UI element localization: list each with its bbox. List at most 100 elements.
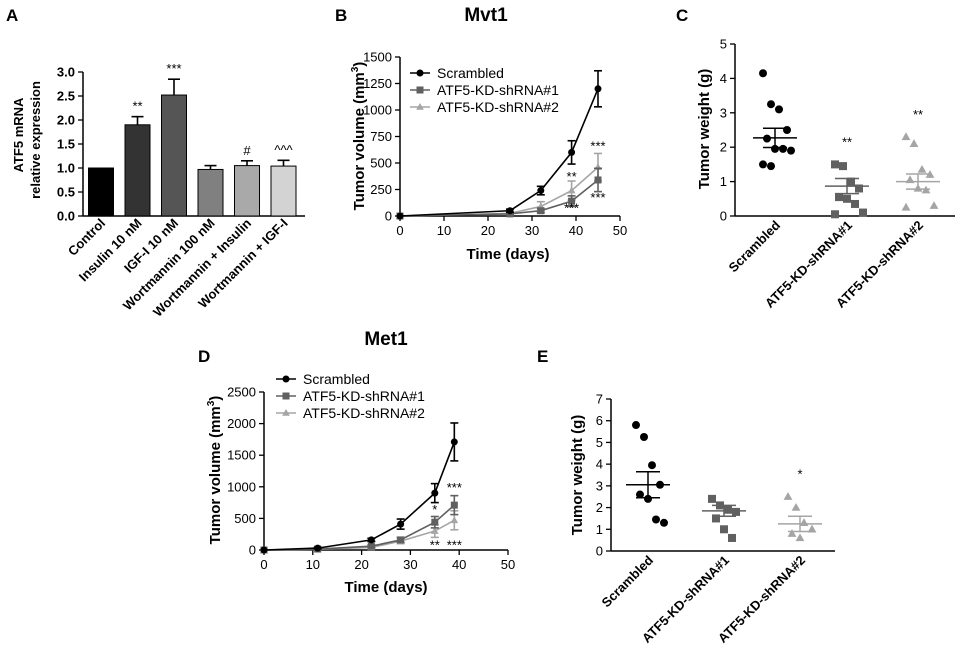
data-point xyxy=(640,433,648,441)
legend-marker xyxy=(282,375,290,383)
data-point xyxy=(859,208,867,217)
data-point xyxy=(568,148,576,156)
panel-a-ylabel-line2: relative expression xyxy=(28,81,43,199)
significance-label: *** xyxy=(564,200,579,215)
panel-c-ylabel: Tumor weight (g) xyxy=(696,69,713,190)
significance-label: # xyxy=(243,143,251,158)
panel-d-ylabel-end: ) xyxy=(207,396,224,401)
series-line xyxy=(263,441,456,551)
y-tick-label: 1.5 xyxy=(57,137,75,152)
data-point xyxy=(660,518,668,527)
panel-b-annotations: *********** xyxy=(564,138,606,215)
y-tick-label: 500 xyxy=(370,156,392,171)
data-point xyxy=(450,501,458,509)
data-point xyxy=(795,533,805,542)
bar xyxy=(88,167,114,217)
bar xyxy=(270,165,297,217)
data-point xyxy=(843,194,851,203)
y-tick-label: 1000 xyxy=(363,103,392,118)
panel-b-ticks: 0 250 500 750 1000 1250 1500 0 10 20 30 40 50 xyxy=(363,50,627,239)
panel-e-letter: E xyxy=(537,347,548,366)
data-point xyxy=(648,461,656,470)
y-tick-label: 2 xyxy=(596,500,603,515)
data-point xyxy=(397,520,405,528)
data-point xyxy=(831,210,839,219)
panel-b-series xyxy=(396,69,602,220)
y-tick-label: 1500 xyxy=(227,448,256,463)
panel-b-xlabel: Time (days) xyxy=(466,246,549,263)
legend-label: Scrambled xyxy=(303,371,370,387)
significance-label: *** xyxy=(447,480,462,495)
data-point xyxy=(929,201,939,209)
legend-marker xyxy=(282,392,290,400)
data-point xyxy=(839,162,847,171)
data-point xyxy=(568,197,576,205)
y-tick-label: 2 xyxy=(720,140,727,155)
panel-a-bar-chart: A ATF5 mRNA relative expression 0.0 0.5 1.… xyxy=(6,6,305,320)
panel-d-annotations: ****** *** xyxy=(430,480,462,553)
y-tick-label: 250 xyxy=(370,182,392,197)
panel-d-line-chart: D Met1 Tumor volume (mm3) 05001000150020… xyxy=(198,329,515,596)
data-point xyxy=(260,546,268,554)
legend-label: ATF5-KD-shRNA#2 xyxy=(437,99,559,115)
data-point xyxy=(831,160,839,169)
data-point xyxy=(779,144,787,153)
data-point xyxy=(847,177,855,186)
data-point xyxy=(644,494,652,503)
panel-d-ylabel: Tumor volume (mm3) xyxy=(206,396,224,545)
significance-label: *** xyxy=(590,190,605,205)
y-tick-label: 0.0 xyxy=(57,209,75,224)
panel-b-ylabel: Tumor volume (mm3) xyxy=(350,62,368,211)
panel-d-series xyxy=(260,422,459,554)
panel-c-points: ** ** xyxy=(753,69,940,219)
panel-b-line-chart: B Mvt1 Tumor volume (mm3) 02505007501000… xyxy=(335,5,627,263)
y-tick-label: 2000 xyxy=(227,416,256,431)
data-point xyxy=(450,438,458,446)
y-tick-label: 500 xyxy=(234,511,256,526)
data-point xyxy=(397,536,405,544)
y-tick-label: 2.0 xyxy=(57,113,75,128)
panel-b-title: Mvt1 xyxy=(464,5,508,26)
legend-marker xyxy=(416,69,424,77)
data-point xyxy=(775,105,783,114)
legend-label: ATF5-KD-shRNA#1 xyxy=(303,388,425,404)
category-label: ATF5-KD-shRNA#2 xyxy=(715,553,808,646)
panel-b-ylabel-end: ) xyxy=(351,62,368,67)
y-tick-label: 1 xyxy=(720,174,727,189)
data-point xyxy=(901,202,911,211)
data-point xyxy=(636,490,644,499)
panel-d-ticks: 0 500 1000 1500 2000 2500 0 10 20 30 40 50 xyxy=(227,385,515,573)
data-point xyxy=(767,100,775,109)
data-point xyxy=(851,199,859,208)
x-tick-label: 30 xyxy=(525,223,539,238)
data-point xyxy=(783,126,791,134)
significance-label: *** xyxy=(447,537,462,552)
y-tick-label: 1 xyxy=(596,522,603,537)
category-label: Scrambled xyxy=(599,552,657,610)
legend-marker xyxy=(416,102,424,110)
legend-label: ATF5-KD-shRNA#2 xyxy=(303,405,425,421)
data-point xyxy=(594,85,602,93)
data-point xyxy=(787,146,795,155)
significance-label: *** xyxy=(590,138,605,153)
data-point xyxy=(632,421,640,430)
data-point xyxy=(367,542,375,550)
data-point xyxy=(807,524,817,533)
panel-b-ylabel-text: Tumor volume (mm xyxy=(351,72,368,210)
data-point xyxy=(506,207,514,215)
legend-label: ATF5-KD-shRNA#1 xyxy=(437,82,559,98)
y-tick-label: 5 xyxy=(720,37,727,52)
x-tick-label: 20 xyxy=(481,223,495,238)
x-tick-label: 30 xyxy=(403,557,417,572)
y-tick-label: 3.0 xyxy=(57,65,75,80)
panel-d-xlabel: Time (days) xyxy=(344,579,427,596)
significance-label: * xyxy=(797,467,802,482)
category-label: Scrambled xyxy=(726,217,784,275)
panel-d-title: Met1 xyxy=(364,329,408,350)
data-point xyxy=(431,518,439,526)
data-point xyxy=(732,507,740,516)
data-point xyxy=(724,505,732,514)
data-point xyxy=(855,184,863,193)
